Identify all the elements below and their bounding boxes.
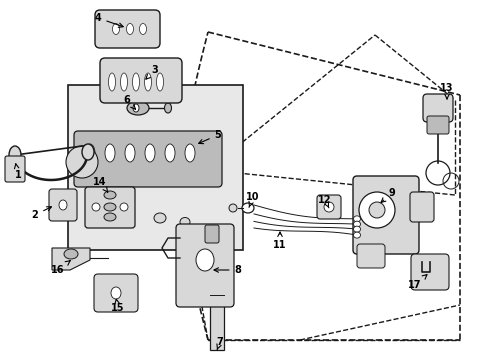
Text: 5: 5 [198, 130, 221, 144]
Ellipse shape [9, 146, 21, 164]
Text: 3: 3 [145, 65, 158, 79]
Text: 17: 17 [407, 275, 426, 290]
Ellipse shape [104, 191, 116, 199]
Ellipse shape [64, 249, 78, 259]
Circle shape [120, 203, 128, 211]
Circle shape [92, 203, 100, 211]
Ellipse shape [145, 144, 155, 162]
Text: 10: 10 [246, 192, 259, 207]
FancyBboxPatch shape [410, 254, 448, 290]
Circle shape [368, 202, 384, 218]
FancyBboxPatch shape [49, 189, 77, 221]
Ellipse shape [104, 213, 116, 221]
FancyBboxPatch shape [94, 274, 138, 312]
Circle shape [90, 190, 110, 210]
Ellipse shape [112, 23, 119, 35]
Ellipse shape [111, 287, 121, 299]
Text: 4: 4 [95, 13, 123, 27]
Ellipse shape [120, 73, 127, 91]
Ellipse shape [139, 23, 146, 35]
FancyBboxPatch shape [356, 244, 384, 268]
Text: 7: 7 [216, 337, 223, 350]
Text: 16: 16 [51, 261, 70, 275]
Text: 11: 11 [273, 232, 286, 250]
Ellipse shape [85, 144, 95, 162]
Ellipse shape [105, 144, 115, 162]
Ellipse shape [184, 144, 195, 162]
Ellipse shape [154, 213, 165, 223]
Ellipse shape [59, 200, 67, 210]
FancyBboxPatch shape [85, 187, 135, 228]
FancyBboxPatch shape [5, 156, 25, 182]
FancyBboxPatch shape [176, 224, 234, 307]
Ellipse shape [127, 101, 149, 115]
Ellipse shape [125, 144, 135, 162]
Ellipse shape [133, 104, 139, 112]
Ellipse shape [353, 216, 360, 222]
Ellipse shape [126, 23, 133, 35]
Circle shape [324, 202, 333, 212]
FancyBboxPatch shape [409, 192, 433, 222]
Ellipse shape [353, 221, 360, 227]
Ellipse shape [196, 249, 214, 271]
Ellipse shape [242, 203, 253, 213]
Text: 2: 2 [32, 207, 51, 220]
Text: 14: 14 [93, 177, 107, 192]
Text: 1: 1 [15, 164, 21, 180]
Polygon shape [52, 248, 90, 270]
FancyBboxPatch shape [352, 176, 418, 254]
Circle shape [358, 192, 394, 228]
Bar [209, 295, 224, 350]
Text: 6: 6 [123, 95, 135, 109]
Ellipse shape [107, 209, 123, 221]
Ellipse shape [82, 144, 94, 160]
FancyBboxPatch shape [74, 131, 222, 187]
Text: 13: 13 [439, 83, 453, 99]
Ellipse shape [144, 73, 151, 91]
Text: 15: 15 [111, 299, 124, 313]
FancyBboxPatch shape [316, 195, 340, 219]
Text: 9: 9 [380, 188, 395, 202]
Bar [68, 85, 243, 250]
Circle shape [66, 146, 98, 178]
Ellipse shape [164, 144, 175, 162]
Ellipse shape [104, 203, 116, 211]
FancyBboxPatch shape [204, 225, 219, 243]
Text: 8: 8 [214, 265, 241, 275]
Text: 12: 12 [318, 195, 331, 208]
Ellipse shape [353, 226, 360, 232]
Ellipse shape [108, 73, 115, 91]
Ellipse shape [180, 217, 190, 226]
FancyBboxPatch shape [426, 116, 448, 134]
Ellipse shape [156, 73, 163, 91]
Ellipse shape [353, 232, 360, 238]
FancyBboxPatch shape [100, 58, 182, 103]
FancyBboxPatch shape [95, 10, 160, 48]
Ellipse shape [164, 103, 171, 113]
FancyBboxPatch shape [422, 94, 452, 122]
Ellipse shape [132, 73, 139, 91]
Ellipse shape [228, 204, 237, 212]
